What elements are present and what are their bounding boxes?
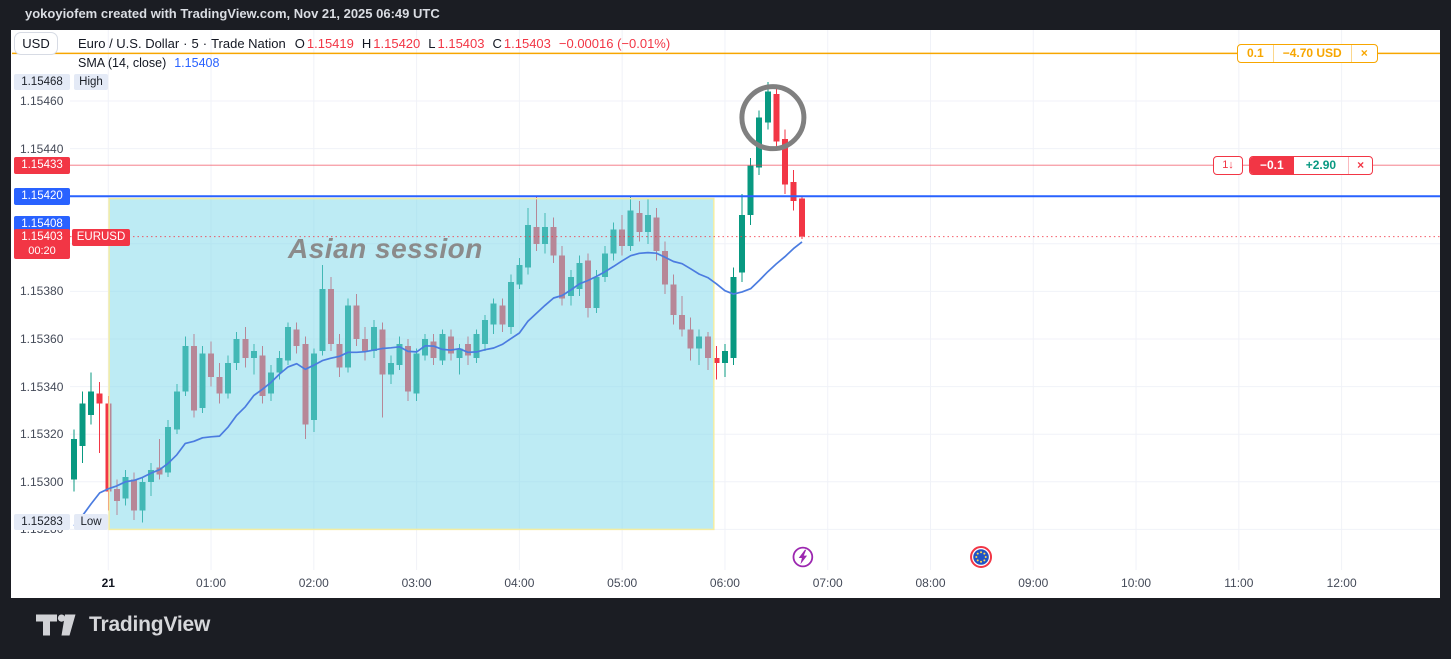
time-label-08:00: 08:00: [915, 576, 946, 590]
tradingview-logo-text: TradingView: [89, 613, 211, 636]
economic-event-eu-flag[interactable]: [970, 546, 993, 568]
low-tag-chip: Low: [74, 514, 108, 531]
price-label-1.15460: 1.15460: [20, 94, 64, 108]
time-label-05:00: 05:00: [607, 576, 638, 590]
time-label-06:00: 06:00: [709, 576, 740, 590]
high-price-chip: 1.15468: [14, 73, 70, 90]
time-label-12:00: 12:00: [1326, 576, 1357, 590]
high-tag-chip: High: [74, 73, 108, 90]
order-price-chip: 1.15433: [14, 156, 70, 174]
price-label-1.15380: 1.15380: [20, 284, 64, 299]
order-close-icon[interactable]: ×: [1348, 157, 1372, 174]
sma-legend[interactable]: SMA (14, close) 1.15408: [78, 56, 219, 70]
close-value: 1.15403: [503, 36, 551, 51]
position-close-icon[interactable]: ×: [1350, 45, 1377, 62]
price-label-1.15300: 1.15300: [20, 474, 64, 489]
legend-separator2: ·: [202, 36, 208, 51]
time-label-09:00: 09:00: [1018, 576, 1049, 590]
time-label-10:00: 10:00: [1121, 576, 1152, 590]
sma-label[interactable]: SMA (14, close): [78, 56, 167, 70]
session-highlight-zone[interactable]: [108, 197, 715, 531]
price-label-1.15360: 1.15360: [20, 332, 64, 346]
time-label-21: 21: [101, 576, 115, 590]
order-line-box[interactable]: −0.1 +2.90 ×: [1249, 156, 1374, 175]
time-label-02:00: 02:00: [298, 576, 329, 590]
sma-value: 1.15408: [174, 56, 220, 70]
symbol-title[interactable]: Euro / U.S. Dollar: [78, 36, 180, 51]
position-line-box[interactable]: 0.1 −4.70 USD ×: [1237, 44, 1378, 63]
price-label-1.15340: 1.15340: [20, 379, 64, 394]
tradingview-logo-icon: [36, 614, 76, 635]
price-label-1.15320: 1.15320: [20, 427, 64, 442]
circle-annotation[interactable]: [739, 84, 807, 152]
session-zone-label: Asian session: [288, 233, 483, 264]
last-price-chip: 1.15403 00:20: [14, 228, 70, 259]
time-label-07:00: 07:00: [812, 576, 843, 590]
change-value: −0.00016 (−0.01%): [558, 36, 671, 51]
symbol-legend[interactable]: Euro / U.S. Dollar · 5 · Trade Nation O 1.1541…: [78, 36, 678, 51]
order-line-controls: 1↓ −0.1 +2.90 ×: [1213, 156, 1374, 175]
time-label-11:00: 11:00: [1224, 576, 1254, 590]
order-qty[interactable]: −0.1: [1250, 157, 1294, 174]
time-label-04:00: 04:00: [504, 576, 535, 590]
feed-label: Trade Nation: [211, 36, 286, 51]
open-label: O: [294, 36, 305, 51]
legend-separator: ·: [183, 36, 188, 51]
economic-event-lightning[interactable]: [792, 546, 814, 568]
high-label: H: [361, 36, 372, 51]
order-offset[interactable]: +2.90: [1305, 158, 1337, 172]
tradingview-logo[interactable]: TradingView: [36, 613, 210, 637]
close-label: C: [492, 36, 502, 51]
low-label: L: [428, 36, 436, 51]
ohlc-values: O 1.15419 H 1.15420 L 1.15403 C 1.15403 −0.00016…: [295, 36, 678, 51]
price-label-1.15440: 1.15440: [20, 141, 64, 156]
level-price-chip: 1.15420: [14, 187, 70, 205]
time-label-01:00: 01:00: [196, 576, 227, 590]
position-qty[interactable]: 0.1: [1247, 46, 1264, 60]
time-label-03:00: 03:00: [401, 576, 432, 590]
low-value: 1.15403: [437, 36, 485, 51]
low-price-chip: 1.15283: [14, 514, 70, 531]
interval-label[interactable]: 5: [191, 36, 199, 51]
open-value: 1.15419: [306, 36, 354, 51]
high-value: 1.15420: [373, 36, 421, 51]
symbol-tag-chip: EURUSD: [72, 228, 130, 246]
attribution-bar: yokoyiofem created with TradingView.com,…: [25, 6, 440, 21]
currency-toggle-button[interactable]: USD: [14, 32, 58, 55]
sma-line: [73, 241, 803, 527]
order-reverse-icon[interactable]: 1↓: [1213, 156, 1243, 175]
position-pnl[interactable]: −4.70 USD: [1272, 45, 1351, 62]
